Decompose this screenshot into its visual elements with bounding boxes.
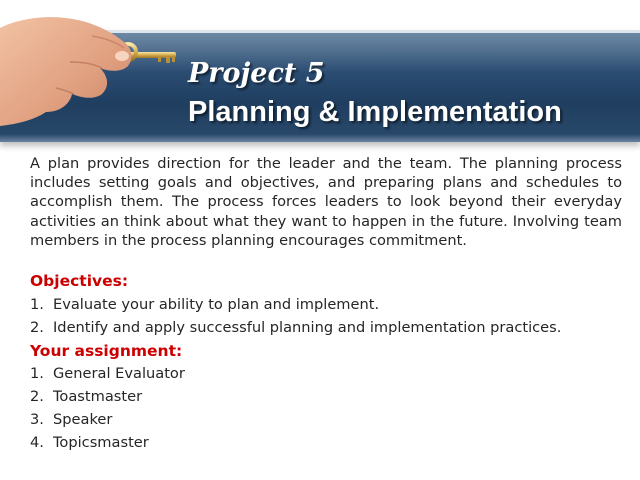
list-text: Speaker <box>53 411 113 428</box>
list-number: 2. <box>30 319 44 336</box>
objective-item: 1. Evaluate your ability to plan and impl… <box>30 296 379 313</box>
assignment-item: 1. General Evaluator <box>30 365 185 382</box>
list-number: 1. <box>30 296 44 313</box>
list-number: 4. <box>30 434 44 451</box>
list-number: 2. <box>30 388 44 405</box>
hand-holding-key-icon <box>0 17 176 126</box>
list-number: 1. <box>30 365 44 382</box>
title-banner <box>0 30 640 142</box>
slide-title-topic: Planning & Implementation <box>188 96 562 128</box>
assignment-item: 2. Toastmaster <box>30 388 142 405</box>
slide-title-project: Project 5 <box>188 58 325 89</box>
list-text: Evaluate your ability to plan and implem… <box>53 296 380 313</box>
list-text: Identify and apply successful planning a… <box>53 319 562 336</box>
assignment-heading: Your assignment: <box>30 342 183 360</box>
objectives-heading: Objectives: <box>30 272 129 290</box>
assignment-item: 4. Topicsmaster <box>30 434 149 451</box>
list-text: Topicsmaster <box>53 434 149 451</box>
list-text: Toastmaster <box>53 388 143 405</box>
description-paragraph: A plan provides direction for the leader… <box>30 155 622 249</box>
assignment-item: 3. Speaker <box>30 411 112 428</box>
list-text: General Evaluator <box>53 365 185 382</box>
objective-item: 2. Identify and apply successful planning… <box>30 319 561 336</box>
list-number: 3. <box>30 411 44 428</box>
